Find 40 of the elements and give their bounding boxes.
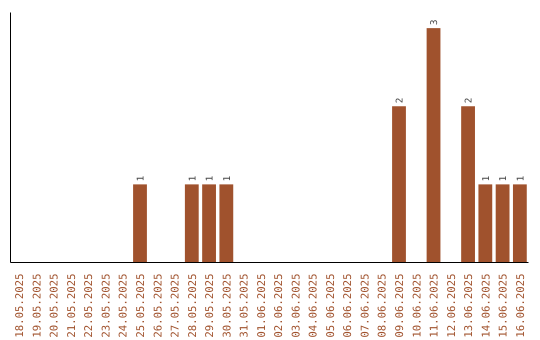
x-tick-label: 16.06.2025 <box>514 274 527 338</box>
x-tick-label: 21.05.2025 <box>64 274 78 338</box>
x-tick-label: 03.06.2025 <box>289 274 302 338</box>
x-tick-label: 19.05.2025 <box>30 274 44 338</box>
data-label: 1 <box>136 176 146 182</box>
x-tick-label: 09.06.2025 <box>393 274 406 338</box>
x-tick-label: 20.05.2025 <box>48 274 61 338</box>
data-label: 2 <box>464 98 475 104</box>
x-tick-label: 29.05.2025 <box>203 274 216 338</box>
x-tick-label: 24.05.2025 <box>116 274 130 338</box>
x-tick-label: 25.05.2025 <box>134 274 147 338</box>
x-tick-label: 08.06.2025 <box>376 274 389 338</box>
x-tick-label: 05.06.2025 <box>324 274 337 338</box>
x-tick-label: 27.05.2025 <box>168 274 182 338</box>
x-tick-label: 11.06.2025 <box>428 274 441 338</box>
x-tick-label: 22.05.2025 <box>82 274 96 338</box>
x-tick-label: 15.06.2025 <box>496 274 510 338</box>
x-tick-label: 10.06.2025 <box>410 274 424 338</box>
data-label: 1 <box>480 176 492 182</box>
x-tick-label: 26.05.2025 <box>151 274 164 338</box>
x-tick-label: 30.05.2025 <box>220 274 234 338</box>
x-tick-label: 13.06.2025 <box>462 274 476 338</box>
x-tick-label: 18.05.2025 <box>13 274 26 338</box>
x-tick-label: 28.05.2025 <box>186 274 199 338</box>
data-label: 1 <box>204 176 216 182</box>
x-tick-label: 14.06.2025 <box>479 274 492 338</box>
data-label: 1 <box>222 176 233 182</box>
data-label: 1 <box>498 176 510 182</box>
data-label: 1 <box>515 176 526 182</box>
x-tick-label: 07.06.2025 <box>358 274 372 338</box>
x-tick-label: 02.06.2025 <box>272 274 286 338</box>
x-tick-label: 23.05.2025 <box>99 274 112 338</box>
x-tick-label: 06.06.2025 <box>341 274 354 338</box>
x-tick-label: 31.05.2025 <box>238 274 251 338</box>
x-tick-label: 04.06.2025 <box>306 274 320 338</box>
data-label: 3 <box>429 20 440 26</box>
x-tick-label: 12.06.2025 <box>444 274 458 338</box>
data-label: 1 <box>187 176 198 182</box>
data-label: 2 <box>394 98 406 104</box>
x-tick-label: 01.06.2025 <box>254 274 268 338</box>
